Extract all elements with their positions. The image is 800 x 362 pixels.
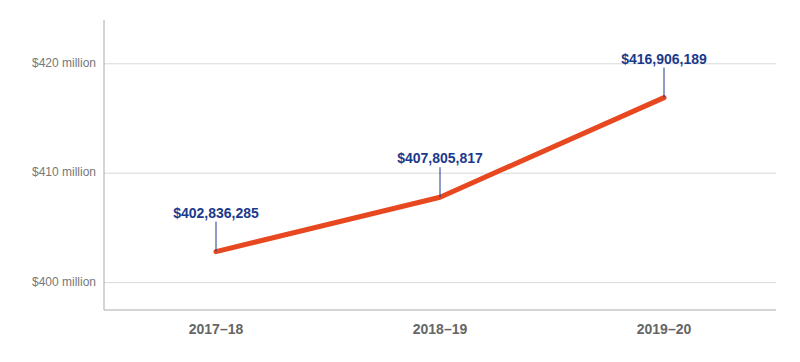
leader-line: [216, 222, 217, 252]
leader-line: [664, 68, 665, 98]
line: [216, 98, 664, 252]
x-tick-label: 2018–19: [413, 321, 468, 337]
data-label: $416,906,189: [621, 51, 707, 67]
x-tick-label: 2019–20: [637, 321, 692, 337]
plot-area: [216, 98, 664, 252]
x-axis-line: [104, 310, 776, 311]
y-axis-line: [104, 20, 105, 310]
data-label: $407,805,817: [397, 150, 483, 166]
x-tick-label: 2017–18: [189, 321, 244, 337]
y-tick-label: $420 million: [32, 56, 96, 70]
y-tick-label: $410 million: [32, 165, 96, 179]
y-tick-label: $400 million: [32, 275, 96, 289]
data-label: $402,836,285: [173, 205, 259, 221]
chart: $400 million $410 million $420 million 2017…: [0, 0, 800, 362]
leader-line: [440, 167, 441, 197]
grid-line: [104, 282, 776, 283]
